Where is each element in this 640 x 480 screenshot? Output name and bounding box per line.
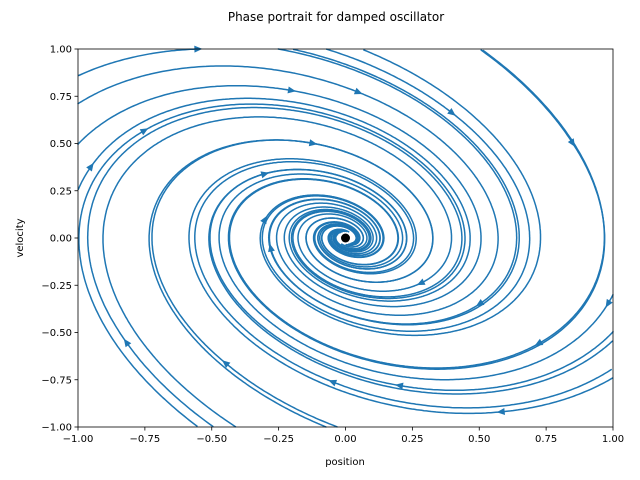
equilibrium-point xyxy=(341,233,350,243)
stream-arrow xyxy=(268,243,275,253)
y-tick-label: 1.00 xyxy=(50,45,72,56)
streamline xyxy=(151,139,434,428)
plot-area xyxy=(77,45,614,428)
stream-arrow xyxy=(260,171,270,179)
x-tick-label: 0.50 xyxy=(468,434,490,445)
stream-arrow xyxy=(605,298,613,308)
x-tick-label: 0.25 xyxy=(401,434,423,445)
streamline xyxy=(86,106,463,428)
x-tick-label: −0.75 xyxy=(130,434,161,445)
y-tick-label: 0.50 xyxy=(50,139,72,150)
streamline xyxy=(77,65,499,316)
stream-arrow xyxy=(475,299,485,307)
x-tick-label: −1.00 xyxy=(63,434,94,445)
x-tick-label: 1.00 xyxy=(602,434,624,445)
streamline xyxy=(188,158,614,415)
stream-arrow xyxy=(123,338,132,348)
stream-arrow xyxy=(328,379,338,387)
y-axis-ticks: −1.00 −0.75 −0.50 −0.25 0.00 0.25 0.50 0.75 1.00 xyxy=(41,45,78,434)
streamlines xyxy=(77,48,614,428)
y-tick-label: 0.00 xyxy=(50,234,72,245)
stream-arrow xyxy=(353,87,363,95)
streamline xyxy=(268,48,520,326)
stream-arrow xyxy=(308,139,318,147)
x-tick-label: 0.75 xyxy=(535,434,557,445)
x-axis-label: position xyxy=(325,457,365,468)
stream-arrow xyxy=(86,162,94,172)
streamline xyxy=(77,84,482,308)
y-tick-label: −0.75 xyxy=(41,375,72,386)
y-tick-label: −1.00 xyxy=(41,423,72,434)
streamline xyxy=(228,49,606,369)
x-axis-ticks: −1.00 −0.75 −0.50 −0.25 0.00 0.25 0.50 0.75 1.00 xyxy=(63,427,624,445)
stream-arrow xyxy=(287,86,296,94)
stream-arrow xyxy=(534,338,544,346)
stream-arrow xyxy=(222,360,231,368)
x-tick-label: −0.25 xyxy=(263,434,294,445)
streamline xyxy=(208,168,614,395)
streamline xyxy=(261,48,531,332)
streamline xyxy=(194,160,612,409)
streamline xyxy=(209,168,614,392)
x-tick-label: −0.50 xyxy=(196,434,227,445)
stream-arrow xyxy=(260,215,268,225)
x-tick-label: 0.00 xyxy=(334,434,356,445)
y-tick-label: −0.25 xyxy=(41,281,72,292)
stream-arrow xyxy=(395,382,404,390)
stream-arrow xyxy=(139,128,149,136)
y-tick-label: 0.25 xyxy=(50,186,72,197)
streamline xyxy=(259,49,542,337)
stream-arrow xyxy=(567,138,575,147)
y-tick-label: −0.50 xyxy=(41,328,72,339)
stream-arrow xyxy=(416,278,426,286)
stream-arrows xyxy=(86,45,613,415)
y-tick-label: 0.75 xyxy=(50,92,72,103)
stream-arrow xyxy=(496,408,505,415)
y-axis-label: velocity xyxy=(15,218,26,257)
streamline xyxy=(77,48,200,77)
streamline xyxy=(267,48,518,325)
stream-arrow xyxy=(447,108,456,116)
chart-title: Phase portrait for damped oscillator xyxy=(228,10,444,24)
streamline xyxy=(102,116,453,428)
